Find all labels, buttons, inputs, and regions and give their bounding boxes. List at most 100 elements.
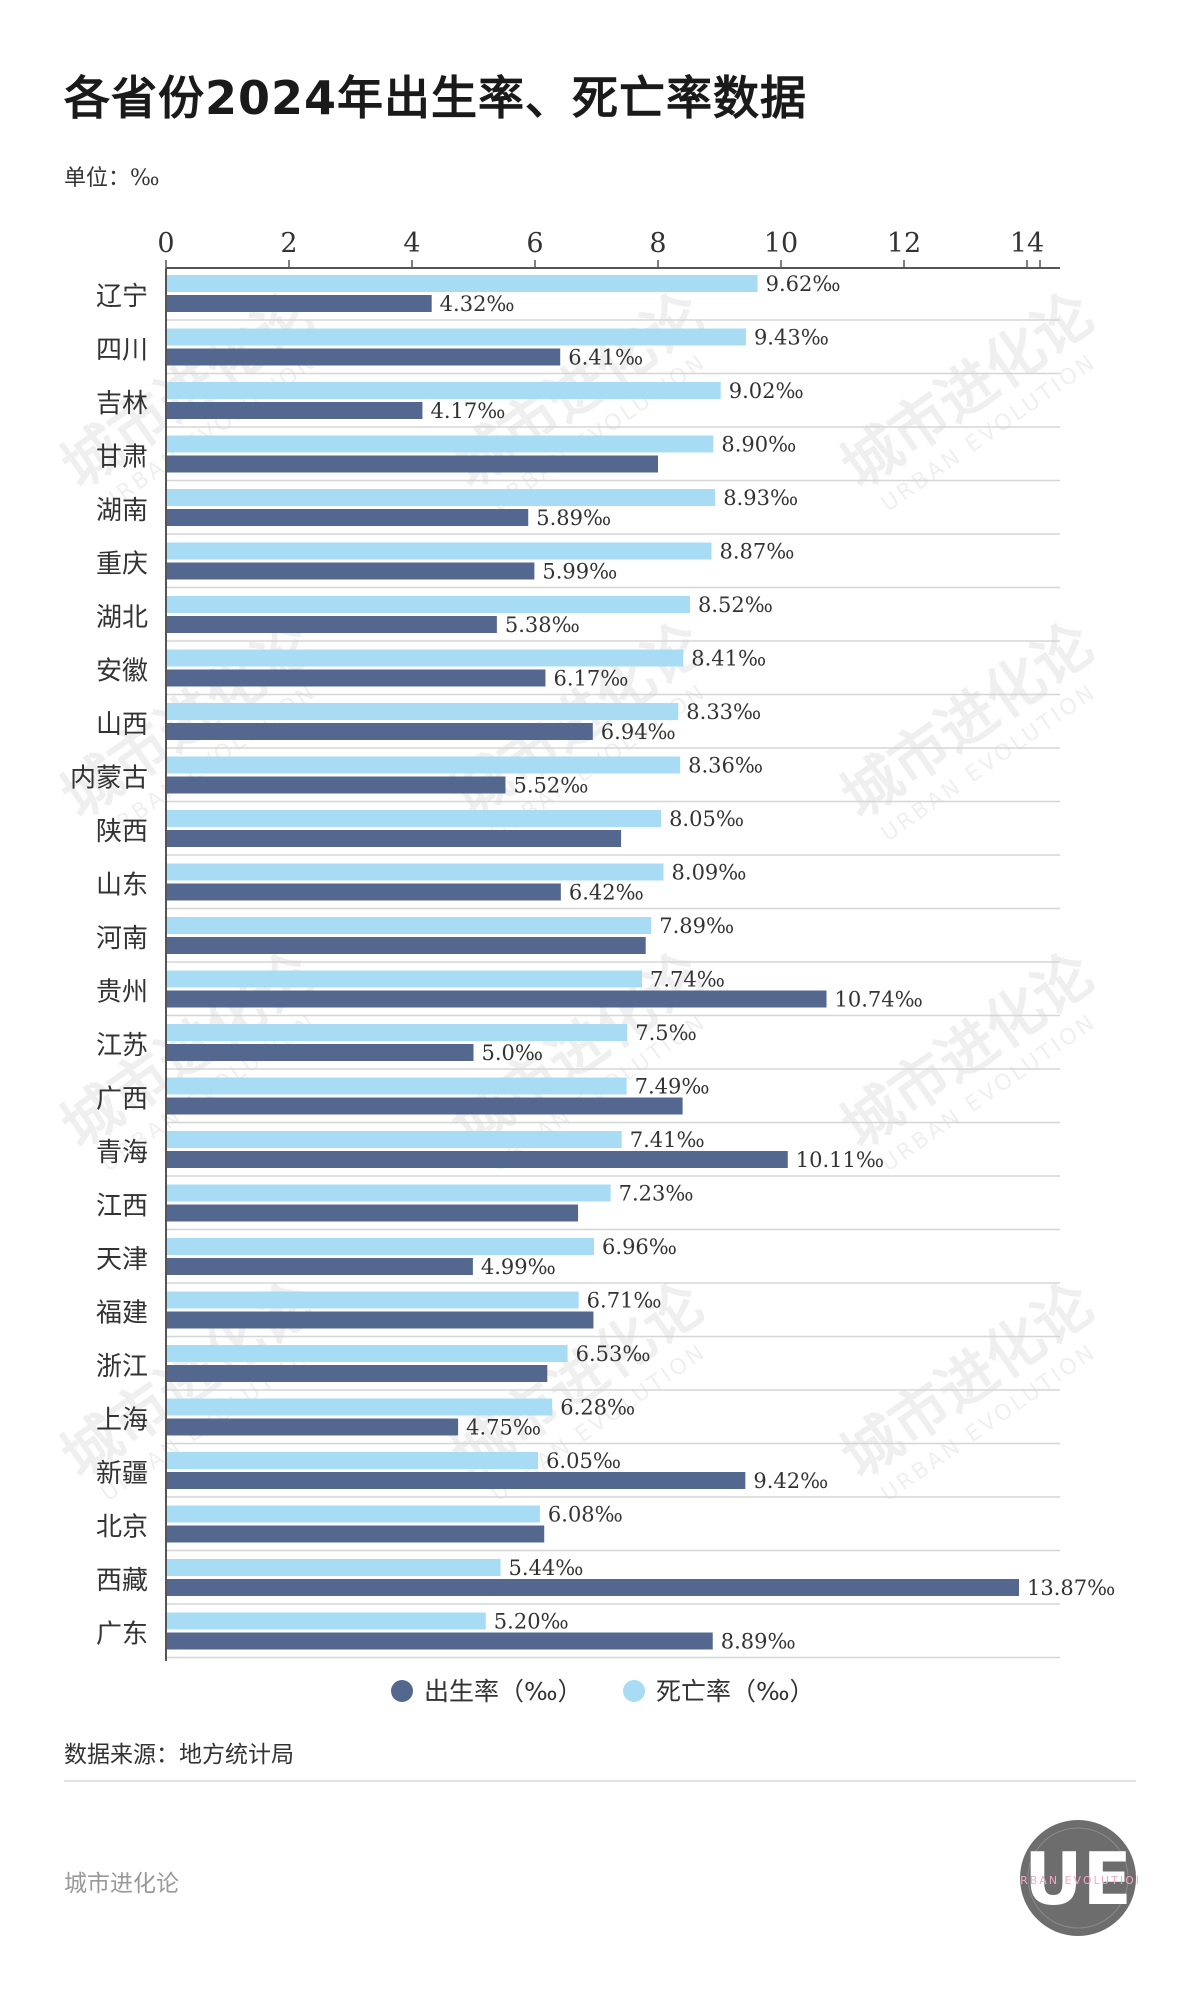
bar-birth-rate bbox=[166, 883, 561, 901]
footer-brand: 城市进化论 bbox=[64, 1871, 179, 1897]
x-tick-label: 6 bbox=[526, 228, 543, 259]
category-label: 北京 bbox=[96, 1513, 148, 1543]
bar-birth-rate bbox=[166, 1097, 683, 1115]
province-row: 内蒙古 8.36‰ 5.52‰ bbox=[70, 754, 1060, 803]
bar-birth-rate bbox=[166, 295, 432, 312]
province-row: 贵州 7.74‰ 10.74‰ bbox=[96, 968, 1060, 1017]
data-label-birth: 6.42‰ bbox=[569, 881, 644, 905]
data-label-death: 8.41‰ bbox=[691, 647, 766, 671]
bar-death-rate bbox=[166, 703, 679, 720]
bar-birth-rate bbox=[166, 1525, 545, 1543]
category-label: 湖南 bbox=[96, 496, 148, 526]
category-label: 西藏 bbox=[96, 1566, 148, 1596]
data-label-death: 6.96‰ bbox=[602, 1235, 677, 1259]
province-row: 山东 8.09‰ 6.42‰ bbox=[96, 861, 1060, 910]
x-tick-label: 8 bbox=[649, 228, 666, 259]
data-label-birth: 6.41‰ bbox=[568, 346, 643, 370]
bar-birth-rate bbox=[166, 1632, 713, 1650]
province-row: 青海 7.41‰ 10.11‰ bbox=[96, 1128, 1060, 1177]
category-label: 福建 bbox=[96, 1299, 148, 1329]
category-label: 陕西 bbox=[96, 817, 148, 847]
data-label-death: 7.49‰ bbox=[635, 1075, 710, 1099]
bar-death-rate bbox=[166, 1238, 595, 1255]
data-label-death: 7.74‰ bbox=[650, 968, 725, 992]
bar-birth-rate bbox=[166, 669, 546, 687]
province-row: 北京 6.08‰ bbox=[96, 1503, 1060, 1552]
data-label-death: 8.09‰ bbox=[672, 861, 747, 885]
data-label-death: 8.52‰ bbox=[698, 593, 773, 617]
category-label: 天津 bbox=[96, 1245, 148, 1275]
data-label-death: 7.23‰ bbox=[619, 1182, 694, 1206]
data-label-birth: 4.99‰ bbox=[481, 1255, 556, 1279]
province-row: 甘肃 8.90‰ bbox=[96, 433, 1060, 482]
data-label-birth: 8.89‰ bbox=[721, 1630, 796, 1654]
category-label: 上海 bbox=[96, 1406, 148, 1436]
x-tick-label: 10 bbox=[764, 228, 798, 259]
x-tick-label: 2 bbox=[280, 228, 297, 259]
data-label-death: 8.93‰ bbox=[723, 486, 798, 510]
province-row: 江西 7.23‰ bbox=[96, 1182, 1060, 1231]
data-label-death: 8.36‰ bbox=[688, 754, 763, 778]
bar-birth-rate bbox=[166, 723, 593, 740]
data-label-birth: 9.42‰ bbox=[753, 1469, 828, 1493]
data-label-death: 7.41‰ bbox=[630, 1128, 705, 1152]
province-row: 四川 9.43‰ 6.41‰ bbox=[96, 326, 1060, 375]
category-label: 内蒙古 bbox=[70, 764, 148, 794]
data-label-death: 6.08‰ bbox=[548, 1503, 623, 1527]
category-label: 江西 bbox=[96, 1192, 148, 1222]
province-row: 山西 8.33‰ 6.94‰ bbox=[96, 700, 1060, 749]
logo-ring-text: URBAN EVOLUTION bbox=[1018, 1874, 1138, 1887]
data-label-death: 5.44‰ bbox=[509, 1556, 584, 1580]
province-row: 安徽 8.41‰ 6.17‰ bbox=[96, 647, 1060, 696]
legend: 出生率（‰） 死亡率（‰） bbox=[391, 1677, 815, 1706]
data-label-birth: 4.17‰ bbox=[430, 399, 505, 423]
bar-death-rate bbox=[166, 1291, 579, 1309]
data-label-death: 7.89‰ bbox=[659, 914, 734, 938]
bar-birth-rate bbox=[166, 1044, 474, 1061]
bar-birth-rate bbox=[166, 830, 622, 847]
bar-death-rate bbox=[166, 1345, 568, 1362]
data-label-birth: 6.94‰ bbox=[601, 720, 676, 744]
data-label-birth: 4.32‰ bbox=[440, 292, 515, 316]
category-label: 新疆 bbox=[96, 1459, 148, 1489]
province-row: 新疆 6.05‰ 9.42‰ bbox=[96, 1449, 1060, 1498]
province-row: 湖南 8.93‰ 5.89‰ bbox=[96, 486, 1060, 535]
category-label: 广东 bbox=[96, 1620, 148, 1650]
data-label-birth: 5.0‰ bbox=[482, 1041, 544, 1065]
province-row: 西藏 5.44‰ 13.87‰ bbox=[96, 1556, 1115, 1605]
bar-death-rate bbox=[166, 489, 716, 506]
province-row: 湖北 8.52‰ 5.38‰ bbox=[96, 593, 1060, 642]
data-label-birth: 10.11‰ bbox=[796, 1148, 884, 1172]
province-row: 江苏 7.5‰ 5.0‰ bbox=[96, 1021, 1060, 1070]
bar-birth-rate bbox=[166, 402, 423, 419]
x-tick-label: 14 bbox=[1010, 228, 1044, 259]
province-row: 广西 7.49‰ bbox=[96, 1075, 1060, 1124]
bar-birth-rate bbox=[166, 455, 658, 473]
province-row: 上海 6.28‰ 4.75‰ bbox=[96, 1396, 1060, 1445]
bar-death-rate bbox=[166, 1077, 627, 1095]
bar-death-rate bbox=[166, 1559, 501, 1576]
data-label-birth: 13.87‰ bbox=[1027, 1576, 1115, 1600]
category-label: 山东 bbox=[96, 871, 148, 901]
bar-birth-rate bbox=[166, 562, 535, 580]
bar-birth-rate bbox=[166, 1365, 548, 1382]
legend-marker-death bbox=[623, 1680, 645, 1702]
province-row: 广东 5.20‰ 8.89‰ bbox=[96, 1610, 1060, 1659]
category-label: 四川 bbox=[96, 336, 148, 366]
bar-death-rate bbox=[166, 596, 690, 613]
data-label-birth: 5.89‰ bbox=[536, 506, 611, 530]
brand-logo: UE URBAN EVOLUTION bbox=[1018, 1820, 1138, 1936]
bar-death-rate bbox=[166, 970, 643, 988]
data-label-birth: 6.17‰ bbox=[553, 667, 628, 691]
category-label: 河南 bbox=[96, 924, 148, 954]
bar-birth-rate bbox=[166, 776, 506, 794]
x-tick-label: 4 bbox=[403, 228, 420, 259]
bar-rows: 辽宁 9.62‰ 4.32‰ 四川 9.43‰ 6.41‰ 吉林 9.02‰ 4.17‰ 甘肃 8.… bbox=[70, 268, 1115, 1661]
data-label-birth: 5.52‰ bbox=[513, 774, 588, 798]
bar-birth-rate bbox=[166, 616, 497, 633]
province-row: 河南 7.89‰ bbox=[96, 914, 1060, 963]
